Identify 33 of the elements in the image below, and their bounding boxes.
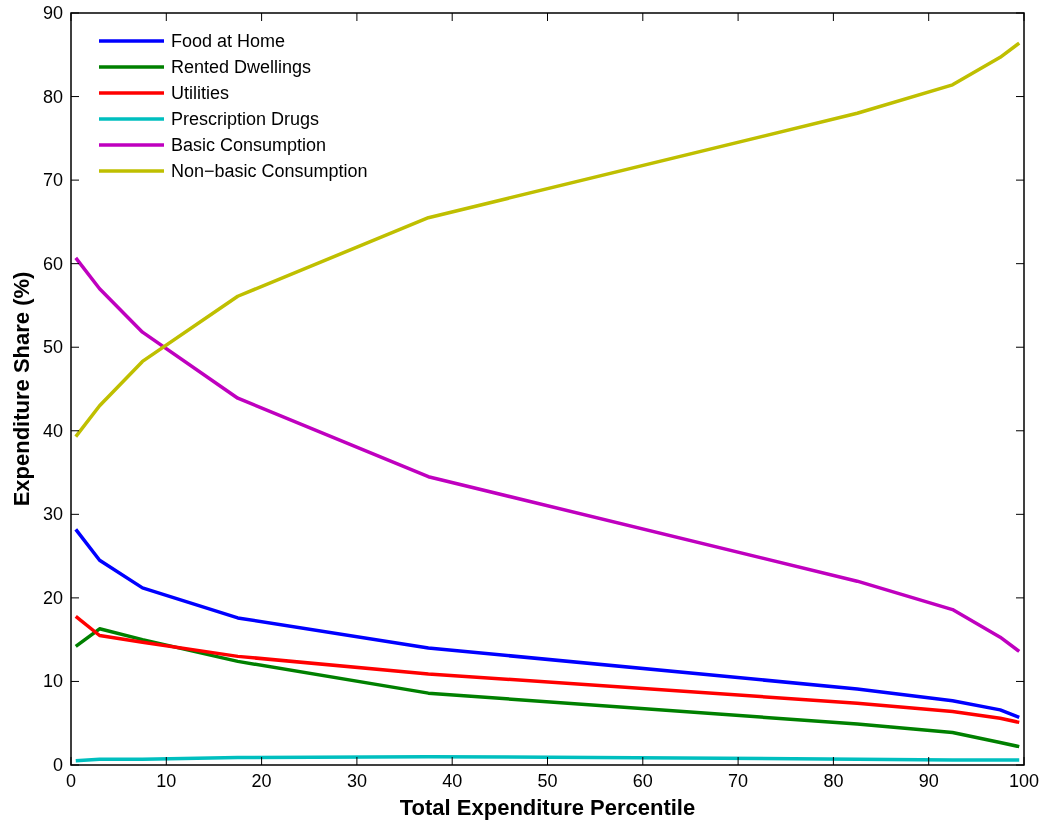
x-tick-label: 70 xyxy=(728,771,749,791)
y-tick-label: 20 xyxy=(42,587,63,608)
y-tick-label: 0 xyxy=(52,755,63,775)
y-tick-label: 90 xyxy=(42,3,63,23)
x-tick-label: 100 xyxy=(1008,771,1040,791)
x-tick-label: 50 xyxy=(537,771,558,791)
x-tick-label: 80 xyxy=(823,771,844,791)
x-tick-label: 20 xyxy=(251,771,272,791)
legend-label: Non−basic Consumption xyxy=(171,161,368,181)
legend-label: Food at Home xyxy=(171,31,286,51)
y-tick-label: 40 xyxy=(42,420,63,441)
legend-label: Prescription Drugs xyxy=(171,109,320,129)
line-series xyxy=(74,627,1021,749)
y-tick-label: 80 xyxy=(42,86,63,107)
x-tick-label: 10 xyxy=(156,771,177,791)
x-tick-label: 0 xyxy=(65,771,77,791)
line-series xyxy=(74,256,1021,654)
y-tick-label: 70 xyxy=(42,170,63,191)
x-tick-label: 30 xyxy=(346,771,367,791)
legend-label: Utilities xyxy=(171,83,230,103)
x-tick-label: 60 xyxy=(632,771,653,791)
y-tick-label: 10 xyxy=(42,671,63,692)
y-tick-label: 50 xyxy=(42,337,63,358)
legend-label: Rented Dwellings xyxy=(171,57,312,77)
y-tick-label: 60 xyxy=(42,253,63,274)
y-axis-title: Expenditure Share (%) xyxy=(9,271,34,507)
line-series xyxy=(74,614,1021,725)
line-series xyxy=(74,527,1021,720)
x-tick-label: 40 xyxy=(442,771,463,791)
y-tick-label: 30 xyxy=(42,504,63,525)
x-axis-title: Total Expenditure Percentile xyxy=(399,795,696,820)
legend-label: Basic Consumption xyxy=(171,135,327,155)
x-tick-label: 90 xyxy=(918,771,939,791)
